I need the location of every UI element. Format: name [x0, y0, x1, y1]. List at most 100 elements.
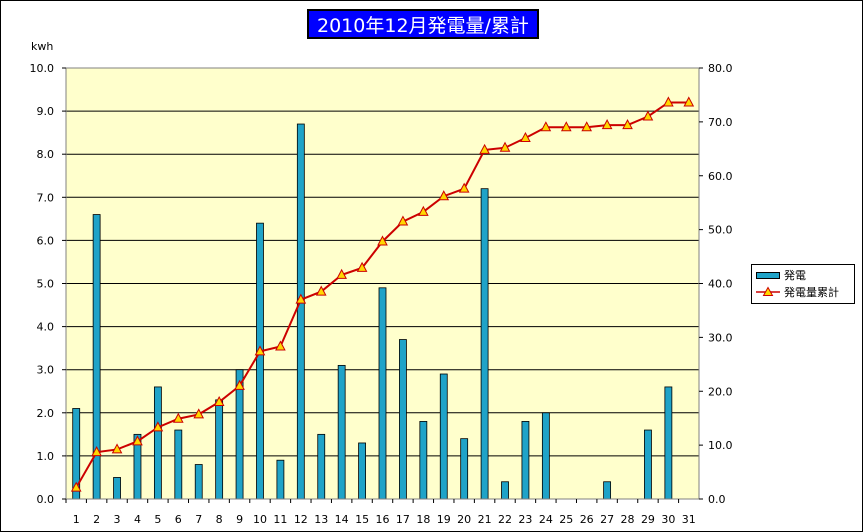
bar-day-12: [296, 123, 305, 500]
line-marker-day-16: [377, 235, 388, 246]
x-tick-label: 13: [314, 513, 328, 526]
line-marker-day-20: [458, 182, 470, 193]
x-tick-label: 26: [580, 513, 594, 526]
x-tick-label: 19: [437, 513, 451, 526]
y-left-tick-label: 3.0: [37, 364, 55, 377]
y-axis-unit-label: kwh: [31, 40, 54, 53]
bar-day-17: [399, 339, 407, 500]
legend-label-bar: 発電: [784, 269, 806, 282]
line-marker-day-1: [70, 481, 82, 492]
line-marker-day-19: [438, 190, 450, 201]
bar-day-23: [521, 421, 530, 500]
y-left-tick-label: 9.0: [37, 105, 55, 118]
x-tick-label: 8: [216, 513, 223, 526]
line-marker-day-7: [193, 408, 205, 419]
line-marker-day-24: [540, 121, 552, 132]
x-tick-label: 5: [154, 513, 161, 526]
line-marker-day-28: [622, 119, 633, 130]
x-tick-label: 14: [335, 513, 349, 526]
bar-day-6: [174, 429, 183, 500]
x-tick-label: 18: [416, 513, 430, 526]
y-right-tick-label: 30.0: [708, 331, 733, 344]
bar-day-21: [480, 188, 489, 500]
bar-day-30: [664, 386, 673, 500]
y-left-tick-label: 10.0: [30, 62, 55, 75]
line-marker-day-22: [499, 141, 511, 152]
line-marker-day-8: [213, 395, 225, 407]
x-tick-label: 10: [253, 513, 267, 526]
line-marker-day-12: [295, 293, 307, 304]
bar-day-3: [113, 477, 121, 500]
x-tick-label: 16: [376, 513, 390, 526]
line-marker-day-2: [91, 446, 102, 457]
x-tick-label: 25: [559, 513, 573, 526]
bar-day-24: [541, 412, 550, 500]
line-marker-day-11: [275, 340, 286, 351]
y-left-tick-label: 7.0: [37, 191, 55, 204]
legend: 発電 発電量累計: [751, 264, 855, 304]
x-tick-label: 27: [600, 513, 614, 526]
y-right-tick-label: 50.0: [708, 224, 733, 237]
legend-line-swatch: [756, 286, 780, 296]
bar-day-10: [256, 222, 264, 500]
y-left-tick-label: 1.0: [37, 450, 55, 463]
bar-day-7: [194, 464, 203, 500]
legend-item-bar: 発電: [756, 267, 806, 283]
line-marker-day-25: [560, 121, 572, 132]
y-right-tick-label: 20.0: [708, 385, 733, 398]
line-marker-day-6: [172, 412, 184, 423]
bar-day-14: [337, 364, 346, 500]
y-right-tick-label: 80.0: [708, 62, 733, 75]
bar-day-15: [358, 442, 366, 500]
x-tick-label: 11: [273, 513, 287, 526]
bar-day-29: [644, 429, 652, 500]
line-marker-day-31: [683, 96, 695, 107]
legend-bar-swatch: [756, 271, 780, 279]
line-marker-day-15: [356, 261, 368, 272]
chart-title: 2010年12月発電量/累計: [307, 9, 539, 39]
bar-day-5: [153, 386, 162, 500]
x-tick-label: 9: [236, 513, 243, 526]
x-tick-label: 6: [175, 513, 182, 526]
y-right-tick-label: 70.0: [708, 116, 733, 129]
x-tick-label: 29: [641, 513, 655, 526]
line-marker-day-29: [642, 110, 654, 121]
y-left-tick-label: 4.0: [37, 321, 55, 334]
legend-item-line: 発電量累計: [756, 284, 839, 300]
y-left-tick-label: 5.0: [37, 278, 55, 291]
line-marker-day-10: [254, 345, 266, 356]
bar-day-8: [215, 399, 224, 500]
line-marker-day-23: [520, 131, 531, 143]
bar-day-11: [276, 459, 285, 500]
bar-day-13: [317, 433, 326, 500]
x-tick-label: 31: [682, 513, 696, 526]
bar-day-19: [439, 373, 448, 500]
y-right-tick-label: 60.0: [708, 170, 733, 183]
y-right-tick-label: 0.0: [708, 493, 726, 506]
x-tick-label: 23: [518, 513, 532, 526]
line-marker-day-18: [418, 205, 429, 216]
x-tick-label: 21: [478, 513, 492, 526]
line-marker-day-5: [152, 421, 164, 432]
line-marker-day-27: [601, 119, 613, 130]
line-marker-day-4: [132, 435, 143, 446]
x-tick-label: 24: [539, 513, 553, 526]
x-tick-label: 7: [195, 513, 202, 526]
x-tick-label: 3: [114, 513, 121, 526]
x-tick-label: 4: [134, 513, 141, 526]
y-left-tick-label: 2.0: [37, 407, 55, 420]
line-marker-day-30: [663, 96, 674, 107]
line-marker-day-26: [581, 121, 593, 132]
bar-day-22: [501, 481, 509, 500]
y-left-tick-label: 8.0: [37, 148, 55, 161]
bar-day-18: [419, 421, 428, 500]
y-right-tick-label: 10.0: [708, 439, 733, 452]
x-tick-label: 17: [396, 513, 410, 526]
y-right-tick-label: 40.0: [708, 278, 733, 291]
line-marker-day-14: [336, 268, 347, 279]
line-marker-day-13: [315, 285, 327, 296]
bar-day-16: [378, 287, 387, 500]
y-left-tick-label: 6.0: [37, 234, 55, 247]
x-tick-label: 12: [294, 513, 308, 526]
